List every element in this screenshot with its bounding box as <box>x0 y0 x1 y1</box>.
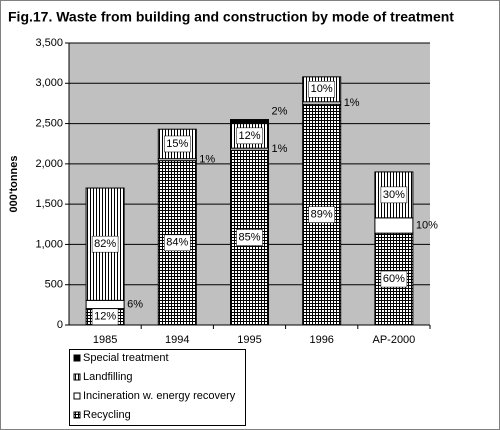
y-axis-label: 000'tonnes <box>8 155 20 212</box>
x-tick-label: 1994 <box>165 334 189 346</box>
data-label: 10% <box>311 83 333 95</box>
data-label: 82% <box>94 238 116 250</box>
x-tick-label: 1996 <box>309 334 333 346</box>
data-label: 84% <box>166 237 188 249</box>
legend-label: Special treatment <box>83 352 169 364</box>
data-label: 12% <box>238 130 260 142</box>
legend <box>69 349 246 426</box>
x-tick-label: 1995 <box>237 334 261 346</box>
data-label: 1% <box>272 143 288 155</box>
x-tick-label: AP-2000 <box>372 334 415 346</box>
y-tick-label: 3,000 <box>35 77 63 89</box>
legend-swatch <box>73 411 81 419</box>
label-bg <box>308 206 335 223</box>
data-label: 15% <box>166 138 188 150</box>
y-tick-label: 1,500 <box>35 198 63 210</box>
data-label: 6% <box>127 298 143 310</box>
bar-segment <box>85 299 125 310</box>
data-label: 1% <box>199 154 215 166</box>
legend-label: Recycling <box>83 409 131 421</box>
legend-swatch <box>73 392 81 400</box>
label-bg <box>164 234 191 252</box>
chart-title: Fig.17. Waste from building and construc… <box>8 9 454 25</box>
legend-label: Incineration w. energy recovery <box>83 390 236 402</box>
x-tick-label: 1985 <box>93 334 117 346</box>
label-bg <box>236 229 263 246</box>
y-tick-label: 2,000 <box>35 158 63 170</box>
data-label: 1% <box>344 97 360 109</box>
legend-swatch <box>73 354 81 362</box>
data-label: 60% <box>383 273 405 285</box>
bar-segment <box>374 217 414 234</box>
y-tick-label: 2,500 <box>35 117 63 129</box>
data-label: 10% <box>416 219 438 231</box>
data-label: 89% <box>311 209 333 221</box>
label-bg <box>308 81 335 98</box>
label-bg <box>236 127 263 145</box>
label-bg <box>380 270 408 288</box>
label-bg <box>164 135 191 153</box>
data-label: 2% <box>272 105 288 117</box>
legend-label: Landfilling <box>83 371 133 383</box>
y-tick-label: 3,500 <box>35 37 63 49</box>
bar-segment <box>230 119 269 125</box>
data-label: 12% <box>94 311 116 323</box>
label-bg <box>380 186 408 204</box>
y-tick-label: 500 <box>45 279 63 291</box>
label-bg <box>91 235 119 253</box>
data-label: 30% <box>383 189 405 201</box>
y-tick-label: 1,000 <box>35 238 63 250</box>
legend-swatch <box>73 373 81 381</box>
y-tick-label: 0 <box>57 319 63 331</box>
data-label: 85% <box>238 231 260 243</box>
